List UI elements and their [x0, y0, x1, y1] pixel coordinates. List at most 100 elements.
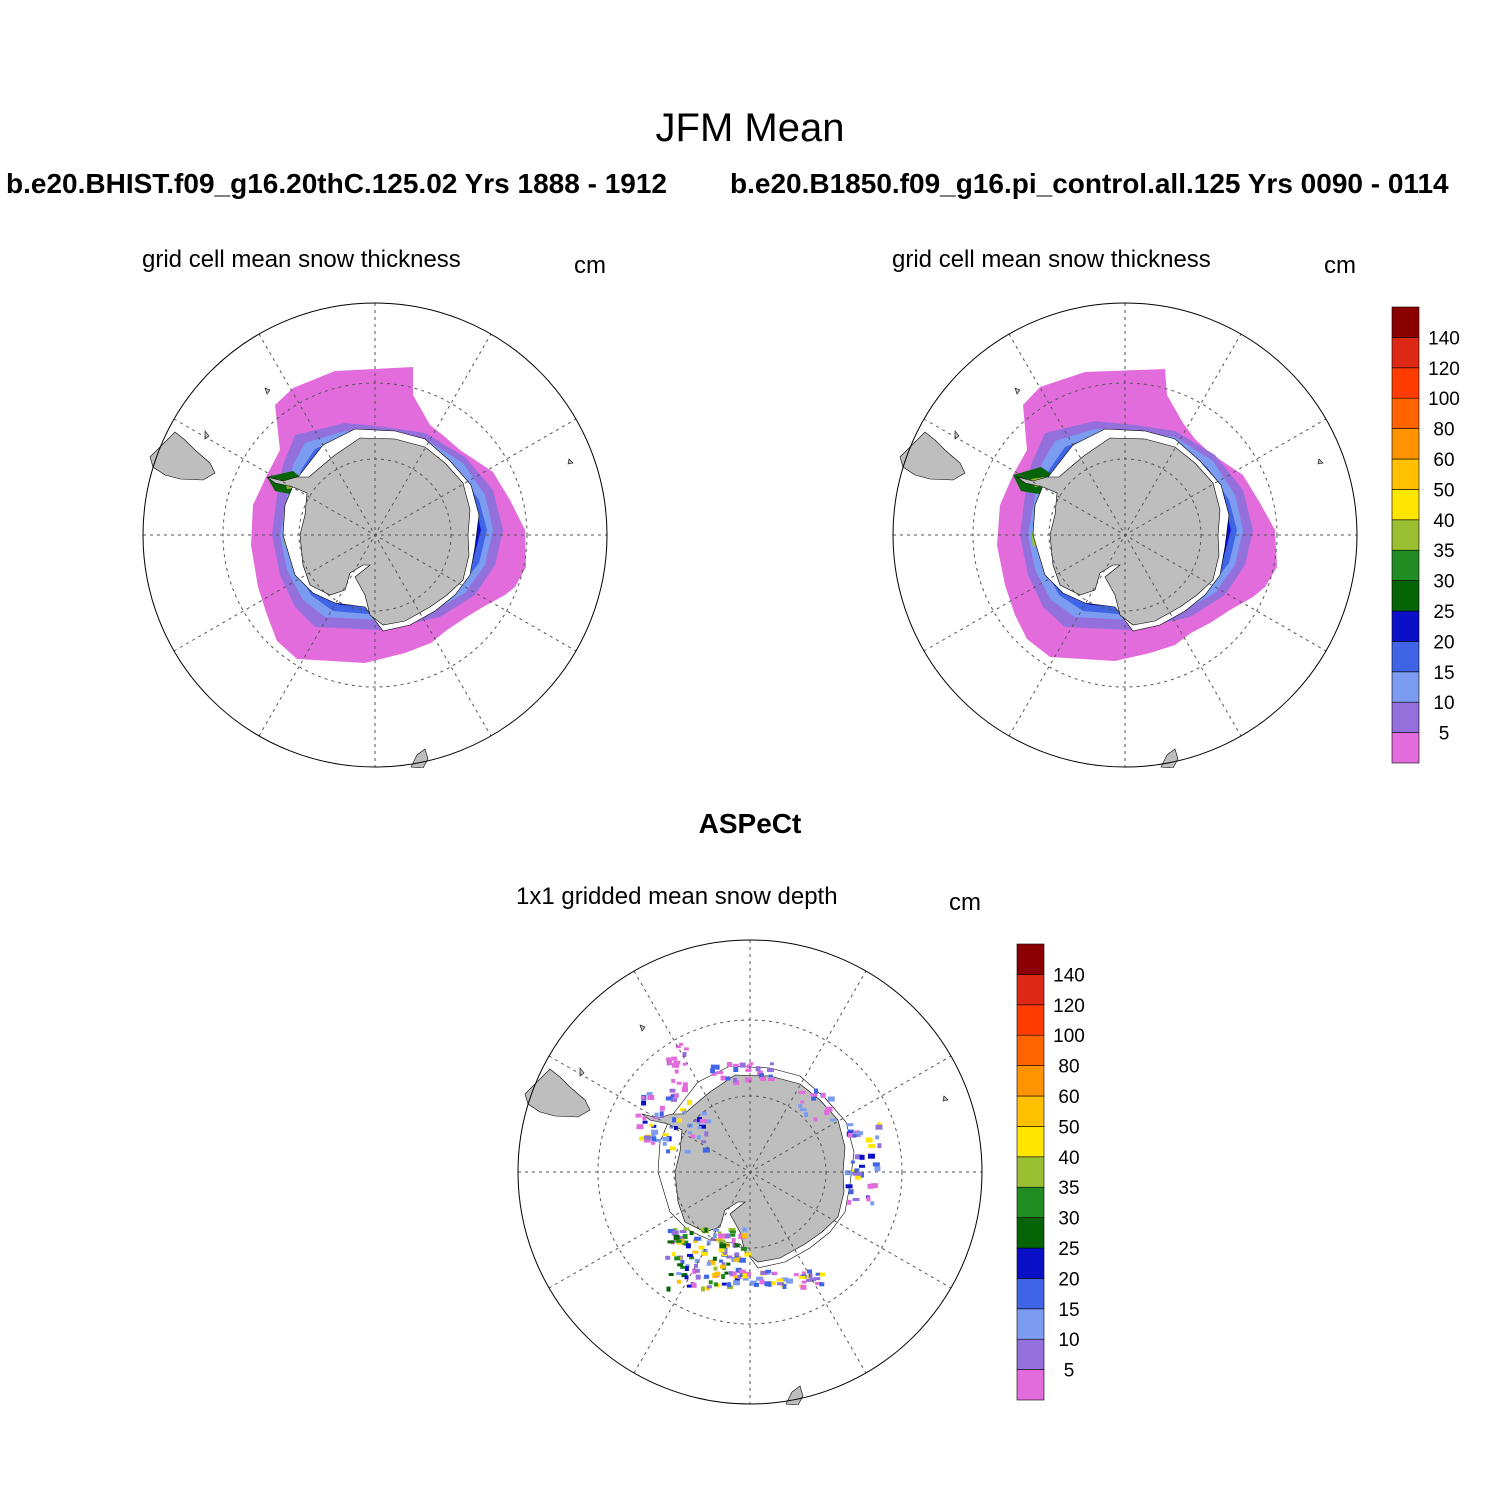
colorbar-box [1391, 641, 1420, 673]
observation-cell [730, 1233, 736, 1237]
observation-cell [635, 1113, 642, 1118]
observation-cell [721, 1262, 726, 1266]
colorbar-box [1016, 974, 1045, 1006]
graticule-bottom [518, 940, 982, 1404]
observation-cell [848, 1189, 854, 1195]
observation-cell [713, 1282, 718, 1287]
observation-cell [719, 1259, 724, 1263]
observation-cell [723, 1233, 731, 1239]
observation-cell [742, 1273, 748, 1279]
observation-cell [654, 1138, 661, 1142]
graticule-right [893, 303, 1357, 767]
observation-cell [749, 1062, 754, 1066]
colorbar-label: 30 [1058, 1209, 1079, 1230]
observation-cell [729, 1230, 736, 1234]
observation-cell [682, 1062, 687, 1066]
observation-cell [798, 1090, 806, 1094]
observation-cell [734, 1255, 742, 1260]
new-zealand-tip [785, 1385, 804, 1405]
observation-cell [874, 1166, 881, 1172]
observation-cell [716, 1071, 724, 1075]
observation-cell [668, 1273, 674, 1276]
colorbar-label: 120 [1053, 996, 1085, 1017]
observation-cell [852, 1134, 857, 1138]
observation-cell [801, 1280, 807, 1284]
observation-cell [742, 1233, 747, 1239]
observation-cell [719, 1264, 726, 1269]
colorbar-box [1391, 701, 1420, 733]
observation-cell [715, 1064, 720, 1070]
observation-cell [692, 1250, 699, 1254]
colorbar-label: 15 [1058, 1300, 1079, 1321]
observation-cell [759, 1279, 765, 1285]
observation-cell [846, 1123, 854, 1127]
observation-cell [800, 1100, 805, 1104]
observation-cell [642, 1120, 648, 1124]
observation-cell [676, 1279, 681, 1284]
observation-cell [694, 1263, 698, 1268]
observation-cell [654, 1112, 659, 1118]
observation-cell [850, 1160, 855, 1164]
observation-cell [739, 1062, 746, 1068]
observation-points [635, 1042, 883, 1292]
observation-cell [649, 1123, 654, 1127]
observation-cell [666, 1286, 671, 1292]
observation-cell [694, 1258, 700, 1263]
observation-cell [703, 1227, 708, 1233]
observation-cell [865, 1137, 873, 1143]
observation-cell [768, 1078, 775, 1081]
observation-cell [699, 1124, 706, 1129]
observation-cell [672, 1117, 676, 1123]
observation-cell [738, 1269, 746, 1274]
observation-cell [764, 1281, 772, 1287]
graticule-left [143, 303, 607, 767]
observation-cell [847, 1199, 852, 1205]
observation-cell [877, 1122, 882, 1127]
colorbar-box [1016, 943, 1045, 975]
observation-cell [698, 1245, 705, 1250]
observation-cell [694, 1268, 700, 1273]
observation-cell [859, 1154, 865, 1160]
observation-cell [721, 1274, 726, 1279]
observation-cell [756, 1276, 764, 1281]
observation-cell [701, 1140, 707, 1144]
colorbar-label: 80 [1433, 420, 1454, 441]
observation-cell [732, 1243, 737, 1248]
observation-cell [851, 1169, 856, 1173]
observation-cell [870, 1183, 878, 1189]
colorbar-box [1016, 1186, 1045, 1218]
observation-cell [683, 1227, 690, 1231]
observation-cell [671, 1230, 679, 1236]
bottom-polar-map [517, 939, 983, 1405]
observation-cell [669, 1146, 676, 1151]
observation-cell [793, 1273, 799, 1277]
observation-cell [814, 1088, 818, 1094]
observation-cell [726, 1262, 731, 1266]
observation-cell [734, 1243, 740, 1248]
observation-cell [643, 1139, 651, 1143]
observation-cell [701, 1286, 705, 1292]
observation-cell [686, 1284, 692, 1288]
observation-cell [810, 1093, 818, 1097]
observation-cell [786, 1278, 793, 1284]
colorbar-box [1016, 1095, 1045, 1127]
observation-cell [724, 1271, 729, 1275]
observation-cell [640, 1096, 645, 1100]
observation-cell [662, 1141, 667, 1146]
observation-cell [852, 1131, 857, 1135]
observation-cell [681, 1273, 688, 1278]
observation-cell [718, 1233, 726, 1239]
observation-cell [802, 1271, 806, 1277]
observation-cell [696, 1135, 701, 1140]
observation-cell [769, 1062, 774, 1066]
observation-cell [682, 1082, 688, 1088]
observation-cell [749, 1280, 757, 1286]
observation-cell [669, 1088, 676, 1092]
observation-cell [765, 1269, 772, 1273]
observation-cell [697, 1116, 702, 1122]
colorbar-box [1016, 1156, 1045, 1188]
colorbar-box [1391, 671, 1420, 703]
map-boundary [517, 939, 983, 1405]
observation-cell [733, 1258, 740, 1262]
observation-cell [680, 1259, 685, 1264]
